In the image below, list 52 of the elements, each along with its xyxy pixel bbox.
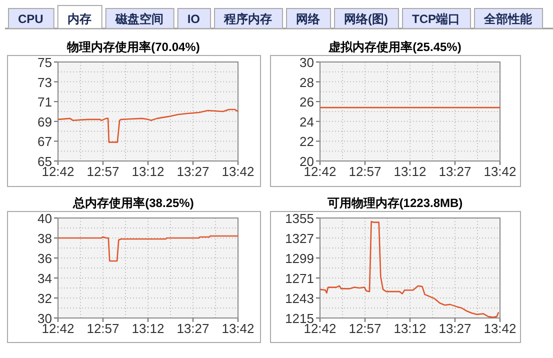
x-tick-label: 13:42 — [222, 164, 254, 179]
y-tick-label: 1299 — [285, 251, 314, 266]
x-tick-label: 13:42 — [222, 321, 254, 336]
x-tick-label: 13:12 — [132, 321, 164, 336]
line-series — [319, 220, 500, 318]
line-series — [57, 235, 239, 262]
y-tick-label: 1271 — [285, 271, 314, 286]
y-tick-label: 1355 — [285, 211, 314, 226]
x-tick-label: 12:57 — [86, 321, 120, 336]
y-tick-label: 1243 — [285, 291, 314, 306]
y-tick-label: 1327 — [285, 231, 314, 246]
x-tick-label: 13:42 — [484, 164, 516, 179]
chart-title: 物理内存使用率(70.04%) — [66, 40, 200, 54]
x-tick-label: 13:27 — [176, 321, 210, 336]
y-tick-label: 38 — [38, 231, 52, 246]
text: TCP端口 — [412, 12, 460, 26]
chart-title: 可用物理内存(1223.8MB) — [326, 196, 463, 210]
line-series — [57, 108, 239, 143]
chart-title: 虚拟内存使用率(25.45%) — [328, 40, 462, 54]
y-tick-label: 36 — [38, 251, 52, 266]
chart-title: 总内存使用率(38.25%) — [72, 196, 194, 210]
x-tick-label: 13:12 — [394, 164, 426, 179]
text: 全部性能 — [483, 12, 534, 26]
x-tick-label: 12:57 — [348, 321, 382, 336]
x-tick-label: 13:12 — [132, 164, 164, 179]
y-tick-label: 71 — [38, 94, 52, 110]
y-tick-label: 30 — [300, 55, 314, 70]
x-tick-label: 13:12 — [394, 321, 426, 336]
x-tick-label: 13:27 — [438, 321, 472, 336]
text: IO — [187, 12, 200, 26]
y-tick-label: 26 — [300, 94, 314, 110]
text: 程序内存 — [223, 12, 272, 26]
y-tick-label: 24 — [300, 114, 314, 130]
text: 网络 — [296, 12, 322, 26]
x-tick-label: 13:27 — [438, 164, 472, 179]
text: CPU — [18, 12, 44, 26]
x-tick-label: 12:57 — [348, 164, 382, 179]
y-tick-label: 69 — [38, 114, 52, 130]
x-tick-label: 12:57 — [86, 164, 120, 179]
text: 内存 — [67, 12, 92, 26]
x-tick-label: 13:42 — [484, 321, 516, 336]
y-tick-label: 75 — [38, 55, 52, 70]
y-tick-label: 22 — [300, 134, 314, 150]
y-tick-label: 73 — [38, 74, 52, 90]
y-tick-label: 28 — [300, 74, 314, 90]
y-tick-label: 67 — [38, 134, 52, 150]
y-tick-label: 34 — [38, 271, 52, 286]
x-tick-label: 13:27 — [176, 164, 210, 179]
y-tick-label: 32 — [38, 291, 52, 306]
text: 磁盘空间 — [114, 12, 164, 26]
y-tick-label: 40 — [38, 211, 52, 226]
text: 网络(图) — [344, 12, 388, 26]
